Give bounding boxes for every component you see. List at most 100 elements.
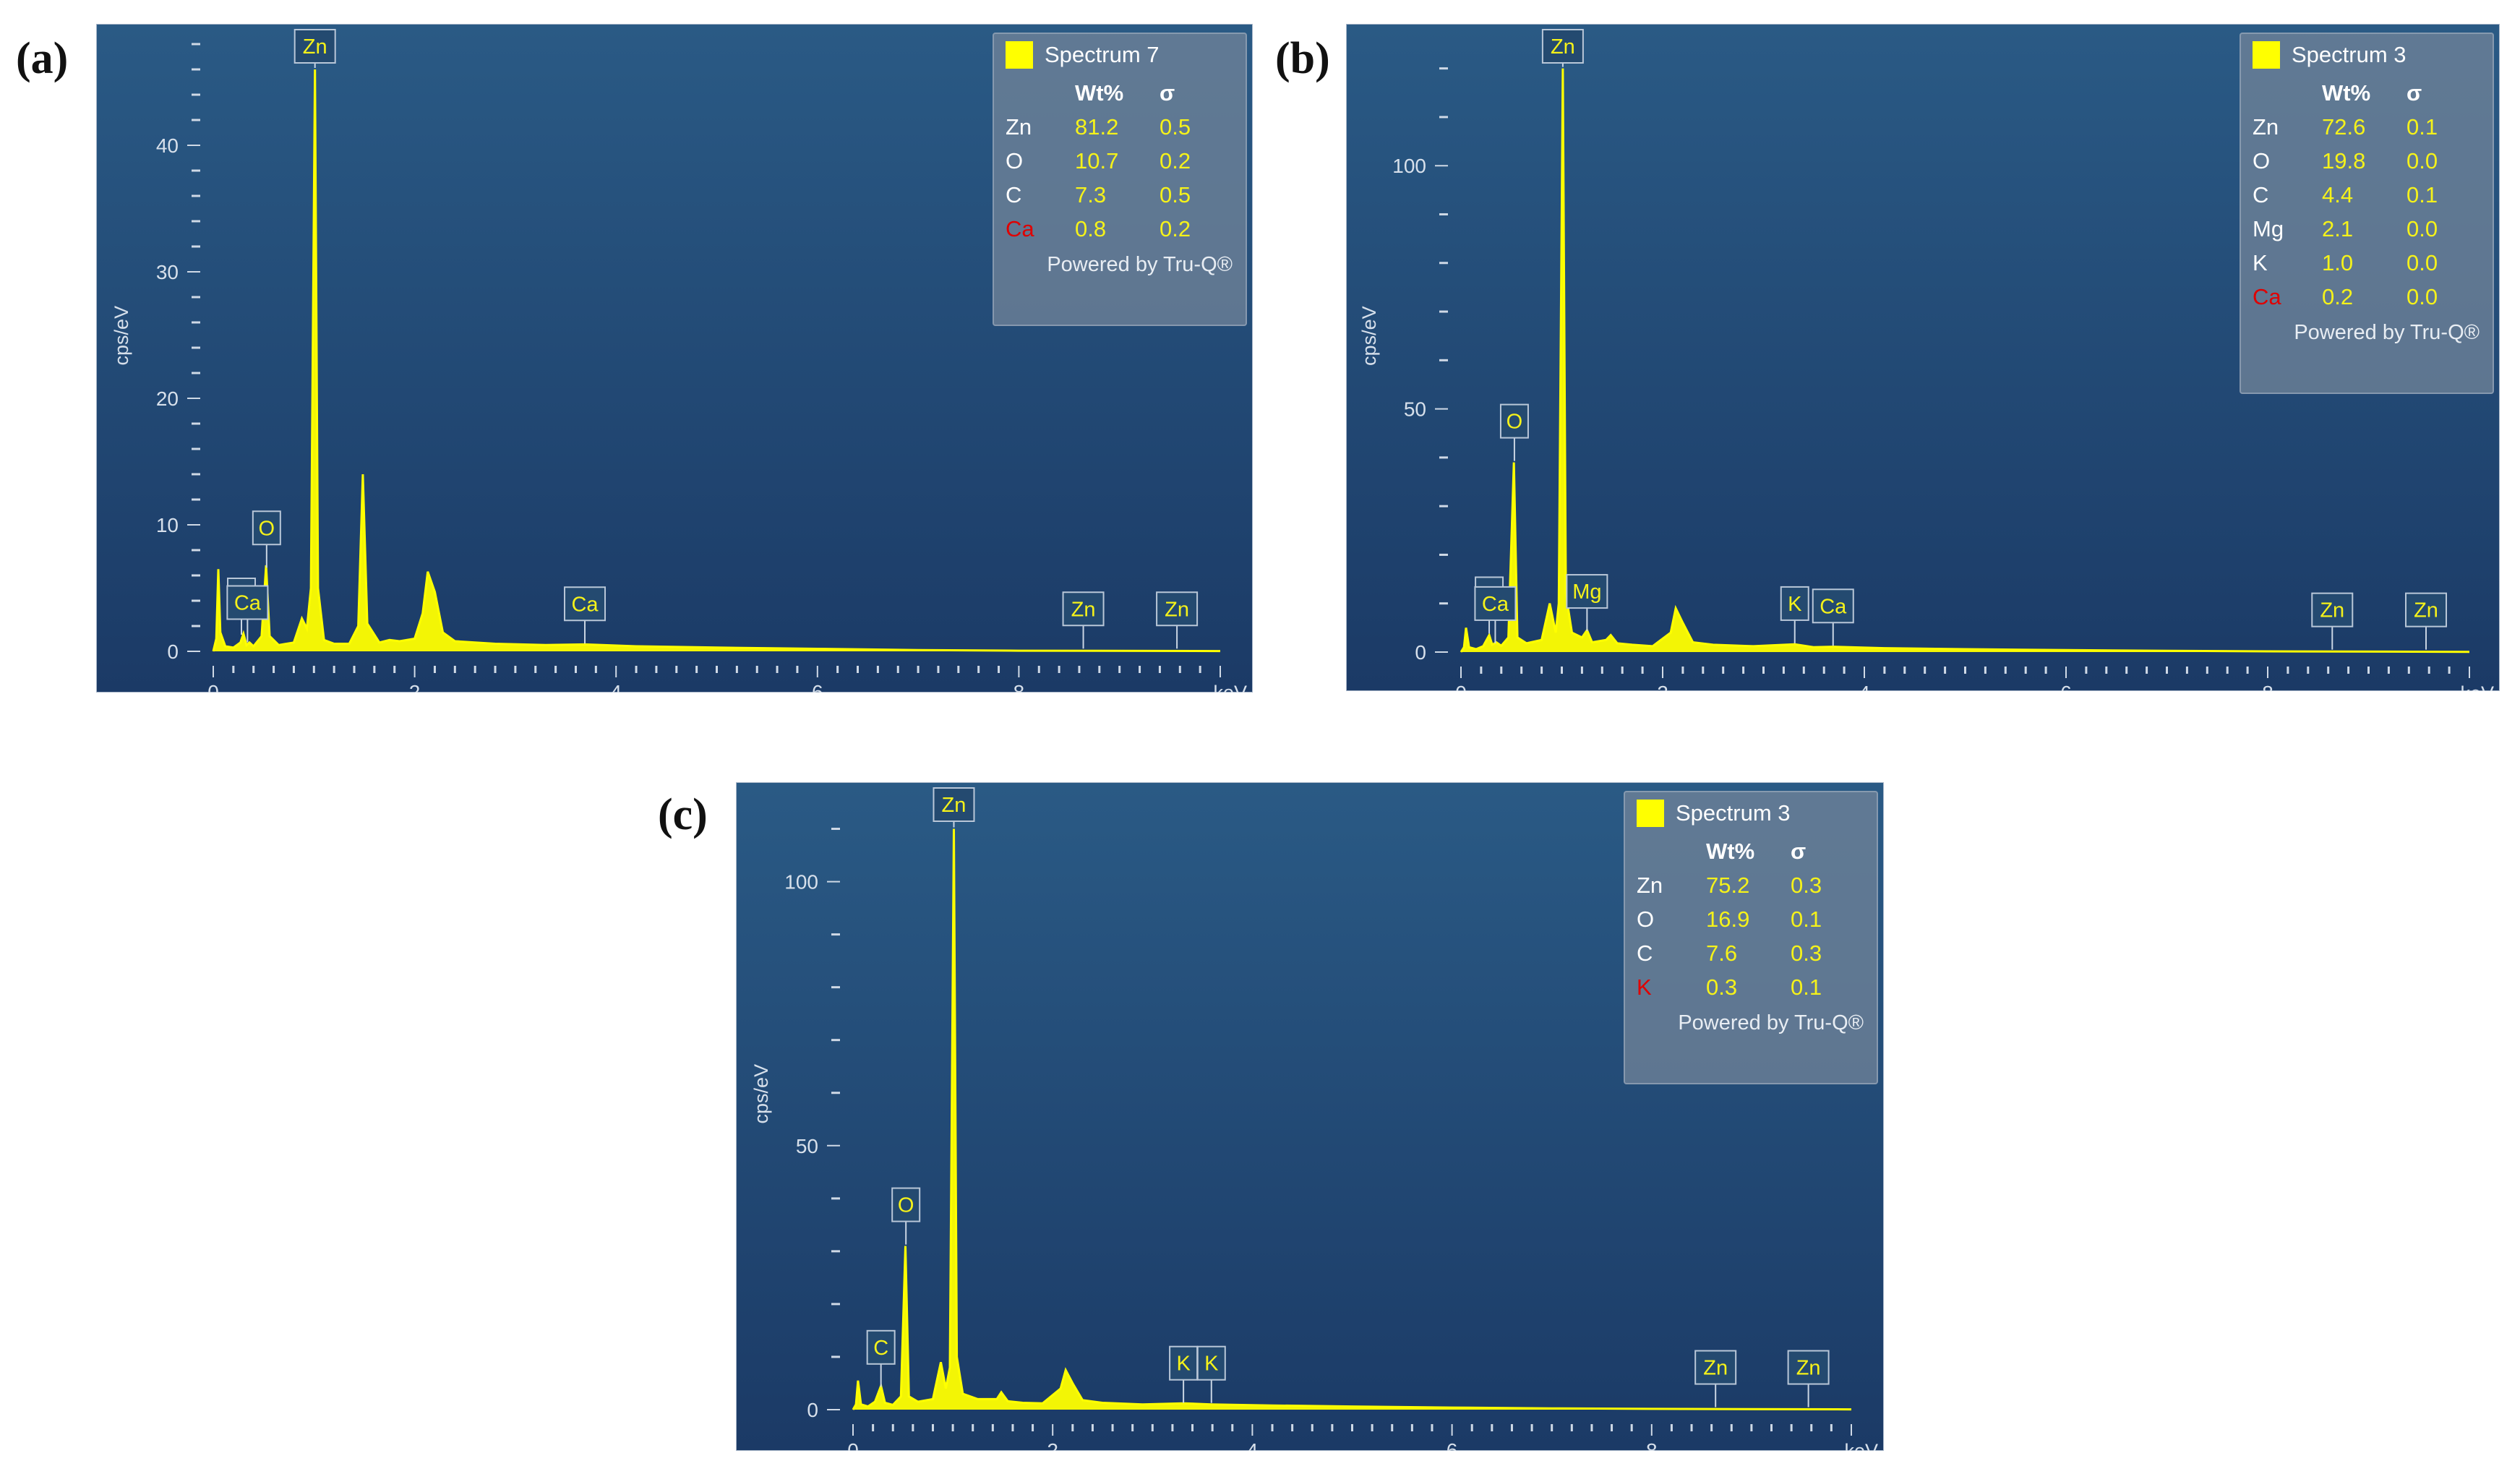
legend-sigma-value: 0.5 <box>1160 181 1191 207</box>
x-tick-label: 4 <box>1247 1439 1259 1451</box>
panel-letter-b: (b) <box>1275 34 1330 83</box>
x-axis-label: keV <box>2460 682 2494 691</box>
peak-label-box <box>252 510 281 546</box>
legend-col-sigma: σ <box>2407 80 2422 106</box>
peak-label-box <box>1156 591 1199 627</box>
legend-col-sigma: σ <box>1160 80 1175 106</box>
spectrum-line <box>1460 68 2470 654</box>
y-tick-label: 30 <box>156 261 179 283</box>
legend-col-sigma: σ <box>1791 838 1807 864</box>
legend-row: Zn 75.2 0.3 <box>1637 868 1848 902</box>
legend-a: Spectrum 7 Wt% σ Zn 81.2 0.5 O 10.7 0.2 C 7.3 0.… <box>993 33 1247 326</box>
peak-label: C <box>873 1337 888 1360</box>
peak-label: Zn <box>1071 598 1096 621</box>
legend-element: Zn <box>2253 113 2279 140</box>
legend-footer: Powered by Tru-Q® <box>2294 321 2480 344</box>
legend-element: Zn <box>1637 872 1663 898</box>
legend-sigma-value: 0.0 <box>2407 249 2438 275</box>
peak-label-box <box>1196 1345 1226 1381</box>
legend-c: Spectrum 3 Wt% σ Zn 75.2 0.3 O 16.9 0.1 C 7.6 0.… <box>1624 791 1878 1084</box>
y-tick-label: 10 <box>156 514 179 536</box>
peak-label: K <box>1176 1353 1191 1376</box>
legend-sigma-value: 0.3 <box>1791 940 1822 966</box>
legend-col-wt: Wt% <box>1075 80 1124 106</box>
peak-label-box <box>2311 592 2354 627</box>
x-tick-label: 0 <box>847 1439 859 1451</box>
legend-table-header: Wt% σ <box>1637 834 1848 868</box>
x-tick-label: 0 <box>207 681 219 693</box>
peak-label-box <box>1499 403 1529 439</box>
legend-row: O 10.7 0.2 <box>1006 144 1217 178</box>
legend-header: Spectrum 3 <box>2241 34 2493 76</box>
legend-wt-value: 81.2 <box>1075 113 1119 140</box>
peak-label-box <box>891 1187 921 1222</box>
legend-element: C <box>1637 940 1653 966</box>
peak-label-box <box>1062 591 1105 627</box>
x-tick-label: 8 <box>2262 682 2273 691</box>
legend-wt-value: 72.6 <box>2322 113 2366 140</box>
legend-row: O 16.9 0.1 <box>1637 902 1848 936</box>
peak-label: Zn <box>1703 1357 1728 1380</box>
x-tick-label: 0 <box>1455 682 1467 691</box>
legend-wt-value: 7.3 <box>1075 181 1107 207</box>
legend-table-header: Wt% σ <box>1006 76 1217 110</box>
legend-wt-value: 16.9 <box>1706 906 1750 932</box>
peak-label: O <box>1507 411 1523 434</box>
peak-label-box <box>564 586 607 622</box>
legend-table: Wt% σ Zn 75.2 0.3 O 16.9 0.1 C 7.6 0.3 K 0.3 0.1 <box>1637 834 1848 1004</box>
legend-row: Ca 0.8 0.2 <box>1006 212 1217 246</box>
peak-label-box <box>226 585 269 620</box>
peak-label: O <box>259 517 275 540</box>
legend-footer: Powered by Tru-Q® <box>1047 253 1233 276</box>
panel-letter-a: (a) <box>16 34 69 83</box>
legend-table: Wt% σ Zn 72.6 0.1 O 19.8 0.0 C 4.4 0.1 Mg 2.1 0.0 K 1… <box>2253 76 2464 314</box>
peak-label: Ca <box>1482 593 1509 616</box>
panel-letter-c: (c) <box>658 790 708 839</box>
peak-label: Zn <box>303 35 327 59</box>
y-tick-label: 50 <box>1404 398 1426 421</box>
legend-sigma-value: 0.0 <box>2407 283 2438 309</box>
legend-element: O <box>2253 147 2271 173</box>
legend-col-wt: Wt% <box>2322 80 2371 106</box>
legend-col-wt: Wt% <box>1706 838 1755 864</box>
spectrum-area <box>1461 68 2469 653</box>
peak-label: Ca <box>571 593 599 616</box>
x-axis-label: keV <box>1213 682 1247 693</box>
legend-sigma-value: 0.1 <box>1791 974 1822 1000</box>
y-axis-label: cps/eV <box>111 306 132 366</box>
peak-label-box <box>933 787 975 822</box>
spectrum-chart-b: 0 50 100 cps/eV 0 2 4 6 8 keV C Ca O Zn Mg K Ca Zn Zn Spec… <box>1346 24 2500 691</box>
legend-element: O <box>1637 906 1655 932</box>
legend-element: Zn <box>1006 113 1032 140</box>
y-tick-label: 0 <box>167 640 179 663</box>
x-tick-label: 2 <box>1047 1439 1058 1451</box>
y-tick-label: 0 <box>1415 641 1426 664</box>
legend-element: Mg <box>2253 215 2284 241</box>
peak-label: Ca <box>1820 595 1847 618</box>
peak-label: Zn <box>2320 599 2344 622</box>
legend-swatch <box>1637 800 1664 827</box>
peak-label: Ca <box>234 592 262 615</box>
legend-row: C 7.3 0.5 <box>1006 178 1217 212</box>
legend-wt-value: 0.3 <box>1706 974 1738 1000</box>
legend-row: C 4.4 0.1 <box>2253 178 2464 212</box>
legend-wt-value: 0.2 <box>2322 283 2354 309</box>
legend-wt-value: 19.8 <box>2322 147 2366 173</box>
peak-label-box <box>1694 1350 1737 1385</box>
x-tick-label: 8 <box>1013 681 1025 693</box>
legend-row: Mg 2.1 0.0 <box>2253 212 2464 246</box>
legend-sigma-value: 0.3 <box>1791 872 1822 898</box>
legend-element: Ca <box>1006 215 1034 241</box>
legend-title: Spectrum 7 <box>1045 42 1160 67</box>
legend-title: Spectrum 3 <box>1676 800 1791 826</box>
legend-wt-value: 1.0 <box>2322 249 2354 275</box>
legend-b: Spectrum 3 Wt% σ Zn 72.6 0.1 O 19.8 0.0 C 4.4 0.… <box>2240 33 2494 394</box>
peak-label-box <box>1812 588 1854 624</box>
legend-row: Zn 81.2 0.5 <box>1006 110 1217 144</box>
legend-swatch <box>1006 41 1033 69</box>
x-tick-label: 6 <box>812 681 823 693</box>
x-tick-label: 2 <box>1657 682 1668 691</box>
legend-table: Wt% σ Zn 81.2 0.5 O 10.7 0.2 C 7.3 0.5 Ca 0.8 0.2 <box>1006 76 1217 246</box>
spectrum-line <box>212 69 1221 653</box>
peak-label-box <box>1169 1345 1199 1381</box>
